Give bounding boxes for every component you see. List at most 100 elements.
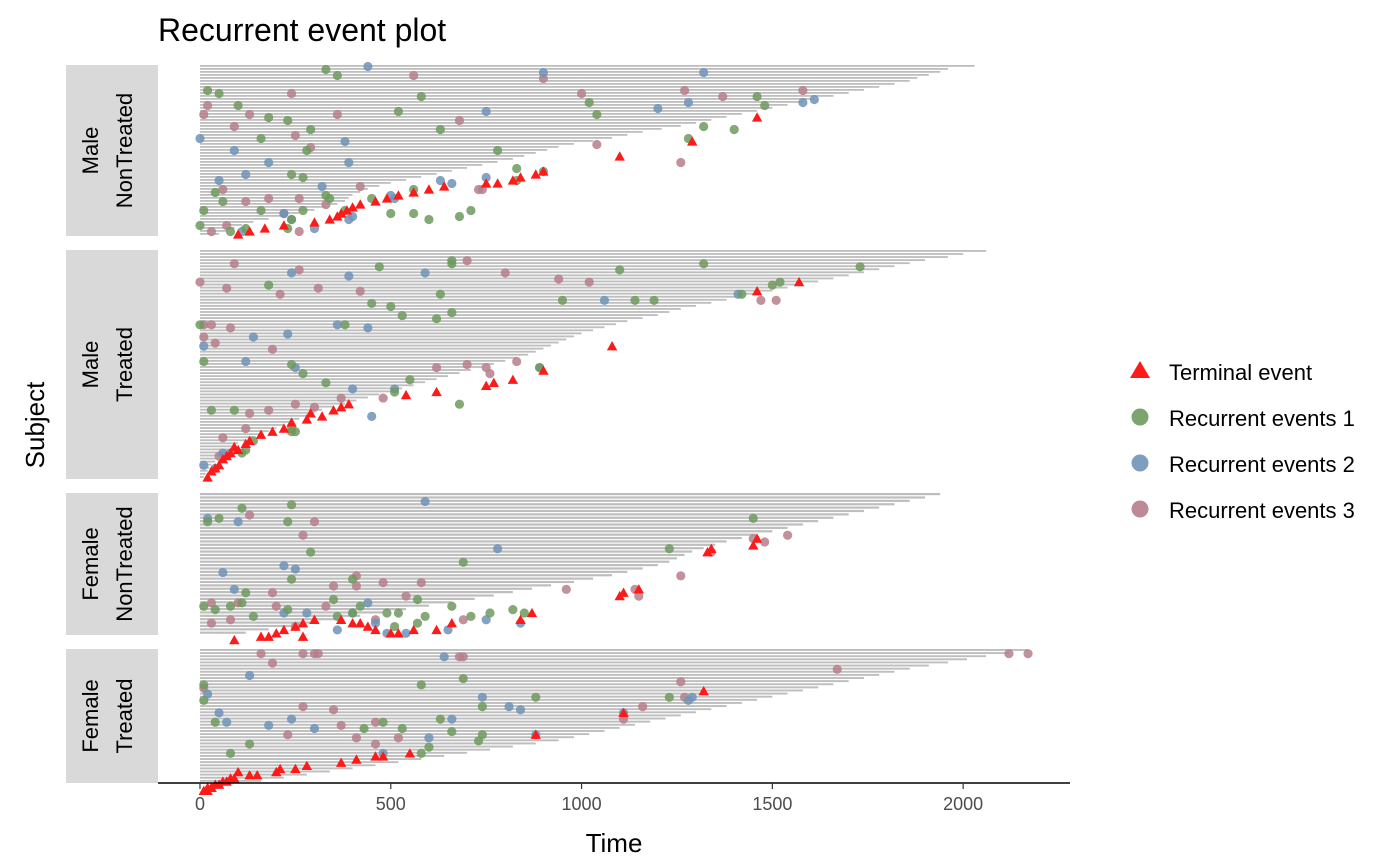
recurrent-event-1-point	[519, 608, 529, 618]
recurrent-event-3-point	[454, 115, 465, 126]
recurrent-event-1-point	[416, 680, 426, 690]
recurrent-event-2-point	[699, 67, 709, 78]
follow-up-bar	[199, 733, 590, 736]
follow-up-bar	[199, 256, 948, 258]
follow-up-bar	[199, 149, 548, 151]
recurrent-event-1-point	[393, 106, 404, 117]
follow-up-bar	[199, 155, 525, 157]
follow-up-bar	[199, 457, 220, 460]
terminal-event-point	[751, 112, 763, 122]
recurrent-event-1-point	[264, 280, 274, 290]
legend-item: Recurrent events 3	[1131, 498, 1355, 523]
terminal-event-point	[240, 438, 251, 449]
recurrent-event-2-point	[264, 157, 274, 168]
follow-up-bar	[199, 164, 483, 166]
follow-up-bar	[199, 692, 788, 695]
terminal-event-point	[252, 770, 263, 780]
terminal-event-point	[343, 398, 354, 409]
facet-strip-inner-label: Treated	[112, 327, 137, 402]
facet-strip-inner-label: NonTreated	[112, 93, 137, 208]
terminal-event-point	[309, 217, 320, 227]
recurrent-event-1-point	[306, 547, 316, 557]
follow-up-bar	[199, 185, 380, 187]
legend-label: Recurrent events 2	[1169, 452, 1355, 477]
recurrent-event-1-point	[454, 211, 465, 222]
follow-up-bar	[199, 509, 864, 513]
recurrent-event-3-point	[679, 85, 690, 96]
terminal-event-point	[328, 405, 339, 415]
follow-up-bar	[199, 547, 704, 550]
terminal-event-point	[301, 414, 313, 424]
follow-up-bar	[199, 451, 227, 454]
follow-up-bar	[199, 739, 559, 742]
follow-up-bar	[199, 761, 399, 764]
follow-up-bar	[199, 387, 403, 390]
facet-strip-outer-label: Female	[78, 527, 103, 600]
recurrent-event-2-point	[218, 567, 228, 578]
follow-up-bar	[199, 469, 208, 472]
recurrent-event-3-point	[355, 286, 365, 296]
follow-up-bar	[199, 513, 849, 516]
recurrent-event-2-point	[477, 692, 487, 702]
follow-up-bar	[199, 773, 307, 776]
recurrent-event-1-point	[286, 500, 297, 510]
terminal-event-point	[202, 472, 213, 482]
follow-up-bar	[199, 460, 216, 463]
recurrent-event-1-point	[283, 517, 293, 527]
recurrent-event-1-point	[241, 588, 251, 598]
terminal-event-point	[335, 757, 347, 767]
terminal-event-point	[370, 624, 381, 635]
recurrent-event-1-point	[664, 692, 674, 702]
follow-up-bar	[199, 113, 742, 115]
recurrent-event-3-point	[1004, 649, 1014, 659]
terminal-event-point	[431, 624, 442, 635]
x-axis-label: Time	[586, 828, 643, 858]
follow-up-bar	[199, 393, 380, 396]
terminal-event-point	[377, 751, 389, 761]
terminal-event-point	[370, 751, 381, 761]
terminal-event-point	[232, 444, 244, 455]
recurrent-event-2-point	[424, 733, 434, 743]
follow-up-bar	[199, 128, 662, 130]
terminal-event-point	[232, 229, 244, 239]
recurrent-event-3-point	[290, 130, 300, 141]
x-tick-label: 1000	[562, 794, 602, 814]
terminal-event-point	[206, 782, 217, 792]
recurrent-event-2-point	[447, 714, 457, 724]
recurrent-event-3-point	[393, 733, 404, 743]
recurrent-event-2-point	[344, 214, 354, 225]
recurrent-event-3-point	[294, 226, 304, 237]
recurrent-event-1-point	[264, 112, 274, 123]
follow-up-bar	[199, 533, 758, 536]
follow-up-bar	[199, 80, 910, 82]
terminal-event-point	[267, 426, 278, 436]
recurrent-event-1-point	[233, 100, 243, 111]
recurrent-event-3-point	[378, 577, 388, 588]
recurrent-event-2-point	[683, 97, 694, 108]
follow-up-bar	[199, 584, 552, 587]
recurrent-event-1-point	[248, 611, 258, 622]
recurrent-event-2-point	[290, 564, 300, 574]
follow-up-bar	[199, 98, 815, 100]
follow-up-bar	[199, 736, 574, 739]
follow-up-bar	[199, 341, 559, 344]
recurrent-event-1-point	[664, 544, 674, 554]
recurrent-event-1-point	[386, 208, 396, 219]
recurrent-event-2-point	[340, 136, 350, 147]
recurrent-event-3-point	[206, 226, 217, 237]
recurrent-event-1-point	[466, 611, 476, 622]
recurrent-event-1-point	[203, 85, 213, 96]
follow-up-bar	[199, 631, 246, 634]
follow-up-bar	[199, 503, 895, 506]
follow-up-bar	[199, 611, 384, 614]
terminal-event-point	[290, 621, 301, 631]
recurrent-event-3-point	[676, 157, 686, 168]
recurrent-event-3-point	[256, 649, 266, 659]
terminal-event-point	[793, 276, 805, 287]
recurrent-event-1-point	[416, 91, 426, 102]
terminal-event-point	[278, 624, 290, 635]
terminal-event-point	[507, 374, 519, 384]
recurrent-event-3-point	[783, 530, 793, 540]
follow-up-bar	[199, 530, 773, 533]
follow-up-bar	[199, 689, 803, 692]
